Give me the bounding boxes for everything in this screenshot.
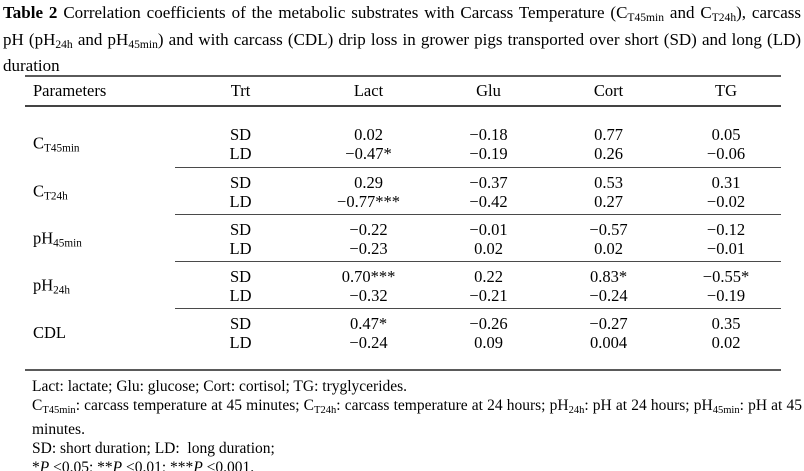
trt-cell: SD <box>229 314 252 333</box>
value-cell: 0.35 <box>711 314 741 333</box>
value-cell: 0.02 <box>354 125 383 144</box>
table-row: SD 0.70*** 0.22 0.83* −0.55* <box>175 267 781 286</box>
trt-cell: LD <box>229 144 252 163</box>
value-cell: −0.47* <box>345 144 392 163</box>
column-header-lact: Lact <box>353 81 384 100</box>
value-cell: 0.09 <box>474 333 503 352</box>
trt-cell: SD <box>229 125 252 144</box>
table-row-group: CDL SD 0.47* −0.26 −0.27 0.35 LD −0.24 0… <box>25 309 781 369</box>
table-row: SD 0.29 −0.37 0.53 0.31 <box>175 173 781 192</box>
footnote-definitions: CT45min: carcass temperature at 45 minut… <box>32 397 802 438</box>
value-cell: 0.29 <box>354 173 383 192</box>
table-row: LD −0.32 −0.21 −0.24 −0.19 <box>175 286 781 305</box>
table-row: LD −0.24 0.09 0.004 0.02 <box>175 333 781 352</box>
group-divider-rule <box>175 214 781 215</box>
table-footnotes: Lact: lactate; Glu: glucose; Cort: corti… <box>32 377 802 471</box>
value-cell: −0.23 <box>349 239 388 258</box>
value-cell: −0.06 <box>706 144 746 163</box>
trt-cell: LD <box>229 192 252 211</box>
table-row: LD −0.77*** −0.42 0.27 −0.02 <box>175 192 781 211</box>
value-cell: 0.26 <box>594 144 623 163</box>
value-cell: 0.27 <box>594 192 623 211</box>
value-cell: −0.21 <box>469 286 508 305</box>
value-cell: −0.12 <box>706 220 746 239</box>
correlation-table: Parameters Trt Lact Glu Cort TG CT45min … <box>25 75 781 371</box>
value-cell: −0.57 <box>589 220 628 239</box>
table-caption: Table 2 Correlation coefficients of the … <box>3 3 802 76</box>
value-cell: 0.02 <box>711 333 741 352</box>
table-row: LD −0.23 0.02 0.02 −0.01 <box>175 239 781 258</box>
group-divider-rule <box>175 167 781 168</box>
table-rule-bottom <box>25 369 781 371</box>
column-header-tg: TG <box>715 81 737 100</box>
value-cell: −0.22 <box>349 220 388 239</box>
group-divider-rule <box>175 261 781 262</box>
value-cell: 0.31 <box>711 173 741 192</box>
column-header-trt: Trt <box>230 81 251 100</box>
table-row: SD 0.47* −0.26 −0.27 0.35 <box>175 314 781 333</box>
table-row: LD −0.47* −0.19 0.26 −0.06 <box>175 144 781 163</box>
table-rule-header <box>25 105 781 107</box>
column-header-glu: Glu <box>476 81 501 100</box>
value-cell: 0.02 <box>594 239 623 258</box>
value-cell: 0.77 <box>594 125 623 144</box>
trt-cell: LD <box>229 333 252 352</box>
value-cell: −0.27 <box>589 314 628 333</box>
value-cell: −0.01 <box>706 239 746 258</box>
trt-cell: LD <box>229 286 252 305</box>
value-cell: −0.19 <box>706 286 746 305</box>
row-group-label: CDL <box>33 323 66 342</box>
row-group-label: CT45min <box>33 133 80 155</box>
row-group-label: pH24h <box>33 275 70 297</box>
table-row-group: CT45min SD 0.02 −0.18 0.77 0.05 LD −0.47… <box>25 107 781 167</box>
value-cell: −0.42 <box>469 192 508 211</box>
value-cell: −0.19 <box>469 144 508 163</box>
value-cell: −0.01 <box>469 220 508 239</box>
table-row: SD −0.22 −0.01 −0.57 −0.12 <box>175 220 781 239</box>
table-header-row: Parameters Trt Lact Glu Cort TG <box>25 77 781 105</box>
value-cell: 0.47* <box>349 314 388 333</box>
value-cell: 0.83* <box>589 267 628 286</box>
value-cell: −0.24 <box>349 333 388 352</box>
value-cell: −0.37 <box>469 173 508 192</box>
value-cell: −0.26 <box>469 314 508 333</box>
table-row-group: CT24h SD 0.29 −0.37 0.53 0.31 LD −0.77**… <box>25 168 781 214</box>
value-cell: 0.22 <box>474 267 503 286</box>
value-cell: 0.70*** <box>341 267 396 286</box>
row-group-label: CT24h <box>33 181 68 203</box>
trt-cell: SD <box>229 173 252 192</box>
group-divider-rule <box>175 308 781 309</box>
value-cell: −0.55* <box>702 267 750 286</box>
column-header-parameters: Parameters <box>33 81 107 100</box>
value-cell: 0.53 <box>594 173 623 192</box>
value-cell: 0.05 <box>711 125 741 144</box>
footnote-durations: SD: short duration; LD: long duration; <box>32 439 275 457</box>
trt-cell: SD <box>229 267 252 286</box>
table-rule-top <box>25 75 781 77</box>
value-cell: −0.02 <box>706 192 746 211</box>
table-row-group: pH45min SD −0.22 −0.01 −0.57 −0.12 LD −0… <box>25 215 781 261</box>
table-row-group: pH24h SD 0.70*** 0.22 0.83* −0.55* LD −0… <box>25 262 781 308</box>
value-cell: −0.32 <box>349 286 388 305</box>
footnote-significance: *P <0.05; **P <0.01; ***P <0.001. <box>32 458 255 471</box>
value-cell: −0.77*** <box>337 192 400 211</box>
trt-cell: SD <box>229 220 252 239</box>
table-row: SD 0.02 −0.18 0.77 0.05 <box>175 125 781 144</box>
value-cell: −0.24 <box>589 286 628 305</box>
row-group-label: pH45min <box>33 228 82 250</box>
column-header-cort: Cort <box>593 81 624 100</box>
footnote-abbreviations: Lact: lactate; Glu: glucose; Cort: corti… <box>32 378 408 395</box>
value-cell: −0.18 <box>469 125 508 144</box>
value-cell: 0.02 <box>474 239 503 258</box>
trt-cell: LD <box>229 239 252 258</box>
value-cell: 0.004 <box>589 333 628 352</box>
